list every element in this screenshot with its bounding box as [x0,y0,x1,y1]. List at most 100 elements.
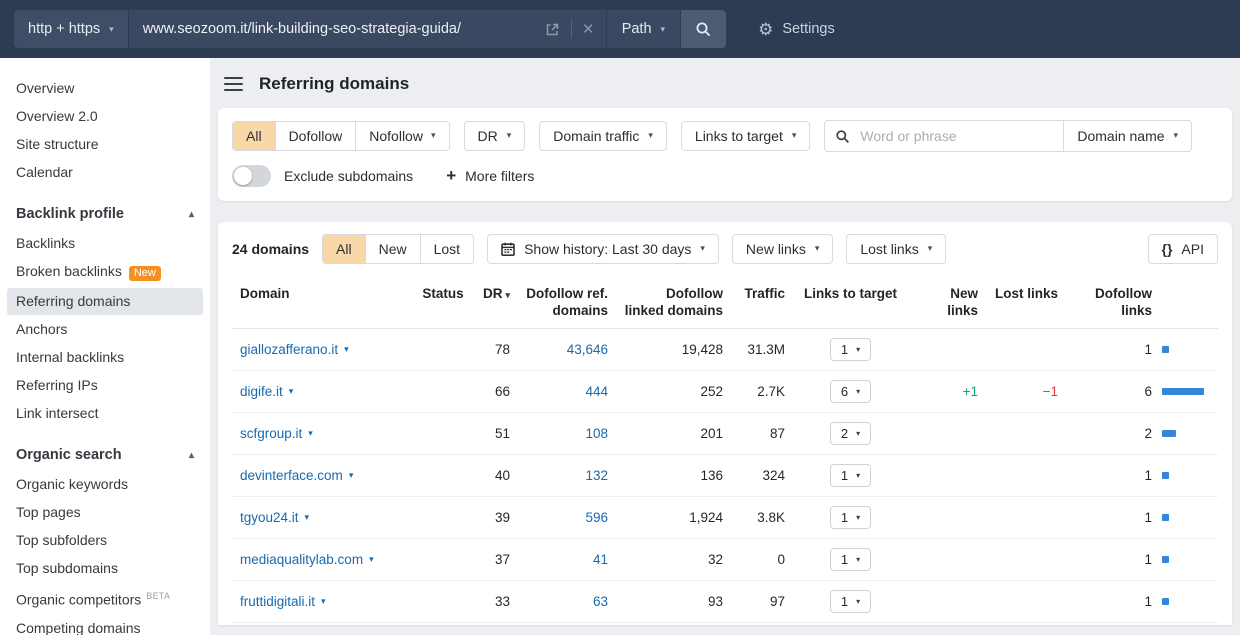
chevron-down-icon: ▾ [814,243,820,253]
links-to-target-dropdown[interactable]: 1 ▾ [829,589,872,613]
word-search-group: Domain name ▾ [824,119,1193,152]
external-link-icon[interactable] [545,22,560,37]
col-header-domain[interactable]: Domain [232,275,412,329]
clear-url-icon[interactable]: × [582,18,594,40]
col-header-dofollow-links[interactable]: Dofollow links [1066,275,1218,329]
show-history-dropdown[interactable]: Show history: Last 30 days ▾ [487,233,719,264]
status-tab-lost[interactable]: Lost [419,234,474,263]
sidebar-item-top-pages[interactable]: Top pages [16,504,81,520]
menu-icon[interactable] [224,73,243,95]
sidebar-item-referring-domains[interactable]: Referring domains [7,288,203,315]
toggle-knob [234,166,252,185]
sidebar-item-overview-2-0[interactable]: Overview 2.0 [16,108,98,124]
domain-name-dropdown[interactable]: Domain name ▾ [1063,119,1193,152]
sidebar-item-anchors[interactable]: Anchors [16,321,68,337]
section-title: Organic search [16,447,122,463]
status-cell [412,370,474,413]
sidebar-section-backlink-profile[interactable]: Backlink profile ▴ [7,201,203,227]
col-header-new-links[interactable]: New links [908,275,986,329]
col-header-links-to-target[interactable]: Links to target [793,275,908,329]
api-button[interactable]: {} API [1147,233,1218,264]
sidebar-item-backlinks[interactable]: Backlinks [16,235,76,251]
path-mode-dropdown[interactable]: Path ▾ [605,10,681,48]
lost-links-cell [986,412,1066,455]
lost-links-dropdown[interactable]: Lost links ▾ [846,233,947,264]
sidebar-item-site-structure[interactable]: Site structure [16,136,99,152]
links-to-target-dropdown[interactable]: 1 ▾ [829,547,872,571]
domain-link[interactable]: giallozafferano.it ▾ [240,341,349,357]
col-header-dr[interactable]: DR ▾ [474,275,518,329]
links-to-target-dropdown[interactable]: 1 ▾ [829,505,872,529]
word-search-input[interactable] [858,126,1054,145]
dofollow-ref-domains-link[interactable]: 444 [585,383,608,399]
dofollow-ref-domains-link[interactable]: 596 [585,509,608,525]
table-row: scfgroup.it ▾ 51 108 201 87 2 ▾ 2 [232,412,1218,455]
sidebar-item-top-subdomains[interactable]: Top subdomains [16,560,118,576]
domain-link[interactable]: mediaqualitylab.com ▾ [240,551,374,567]
sidebar-item-organic-keywords[interactable]: Organic keywords [16,476,129,492]
col-header-traffic[interactable]: Traffic [731,275,793,329]
sidebar-item-calendar[interactable]: Calendar [16,164,73,180]
sidebar-item-organic-competitors[interactable]: Organic competitors BETA [7,583,203,614]
follow-tab-all[interactable]: All [233,121,275,150]
exclude-subdomains-toggle[interactable] [232,164,271,187]
sidebar-item-internal-backlinks[interactable]: Internal backlinks [16,349,125,365]
sidebar-item-competing-domains[interactable]: Competing domains [16,619,141,635]
protocol-dropdown[interactable]: http + https ▾ [14,10,128,48]
domain-traffic-filter-dropdown[interactable]: Domain traffic ▾ [539,120,667,151]
dofollow-ref-domains-link[interactable]: 108 [585,425,608,441]
settings-button[interactable]: ⚙ Settings [752,20,841,39]
new-links-cell [908,454,986,497]
new-links-cell [908,538,986,581]
dofollow-ref-domains-link[interactable]: 132 [585,467,608,483]
domain-link[interactable]: digife.it ▾ [240,383,294,399]
new-links-dropdown[interactable]: New links ▾ [731,233,834,264]
domain-link[interactable]: scfgroup.it ▾ [240,425,313,441]
traffic-cell: 0 [731,538,793,581]
links-to-target-filter-dropdown[interactable]: Links to target ▾ [680,120,811,151]
domain-link[interactable]: tgyou24.it ▾ [240,509,310,525]
sidebar-item-broken-backlinks[interactable]: Broken backlinks New [7,258,203,287]
col-header-dofollow-linked-domains[interactable]: Dofollow linked domains [616,275,731,329]
sidebar-item-referring-ips[interactable]: Referring IPs [16,377,98,393]
url-field: × [127,10,606,48]
chevron-down-icon: ▾ [506,130,512,140]
col-header-status[interactable]: Status [412,275,474,329]
status-tab-all[interactable]: All [323,234,365,263]
url-input[interactable] [140,20,545,38]
url-field-icons: × [545,20,594,39]
col-header-lost-links[interactable]: Lost links [986,275,1066,329]
follow-tab-dofollow[interactable]: Dofollow [274,121,356,150]
dofollow-links-bar [1162,555,1169,563]
sidebar-item-overview[interactable]: Overview [16,80,75,96]
dofollow-ref-domains-link[interactable]: 43,646 [566,341,608,357]
sidebar-item-label: Organic competitors [16,591,142,608]
dofollow-links-bar [1162,429,1176,437]
links-to-target-dropdown[interactable]: 1 ▾ [829,337,872,361]
topbar-search-button[interactable] [680,10,727,48]
links-to-target-dropdown[interactable]: 6 ▾ [829,379,872,403]
dr-cell: 39 [474,496,518,539]
new-links-label: New links [745,240,806,257]
sidebar-item-top-subfolders[interactable]: Top subfolders [16,532,108,548]
follow-tab-nofollow[interactable]: Nofollow ▾ [355,121,449,150]
dr-cell: 40 [474,454,518,497]
dofollow-ref-domains-link[interactable]: 41 [592,551,608,567]
domain-link[interactable]: devinterface.com ▾ [240,467,354,483]
links-to-target-dropdown[interactable]: 1 ▾ [829,463,872,487]
more-filters-button[interactable]: + More filters [440,166,540,185]
divider [570,20,572,38]
dr-cell: 66 [474,370,518,413]
dr-filter-dropdown[interactable]: DR ▾ [463,120,526,151]
dofollow-ref-domains-link[interactable]: 63 [592,593,608,609]
status-tab-new[interactable]: New [364,234,420,263]
domain-name-label: Domain name [1077,127,1165,144]
dofollow-links-bar [1162,387,1204,395]
col-header-dofollow-ref-domains[interactable]: Dofollow ref. domains [518,275,616,329]
links-to-target-dropdown[interactable]: 2 ▾ [829,421,872,445]
sidebar-section-organic-search[interactable]: Organic search ▴ [7,442,203,468]
chevron-down-icon: ▾ [856,554,861,564]
show-history-label: Show history: Last 30 days [524,240,692,257]
sidebar-item-link-intersect[interactable]: Link intersect [16,405,99,421]
domain-link[interactable]: fruttidigitali.it ▾ [240,593,326,609]
